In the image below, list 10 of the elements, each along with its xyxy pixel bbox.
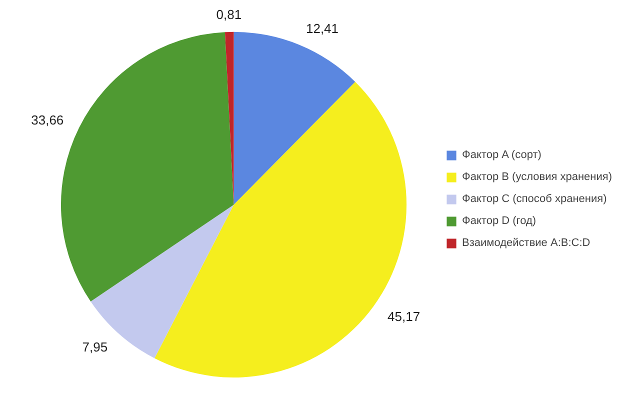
legend-label: Фактор C (способ хранения) [462, 193, 607, 205]
legend-label: Фактор A (сорт) [462, 149, 542, 161]
data-label: 0,81 [216, 6, 242, 22]
data-label: 33,66 [31, 112, 64, 128]
data-label: 7,95 [82, 340, 108, 355]
legend-label: Взаимодействие A:B:C:D [462, 237, 590, 249]
data-label: 12,41 [306, 21, 339, 36]
legend-label: Фактор D (год) [462, 215, 536, 227]
legend-label: Фактор B (условия хранения) [462, 171, 612, 183]
data-label: 45,17 [388, 309, 420, 324]
